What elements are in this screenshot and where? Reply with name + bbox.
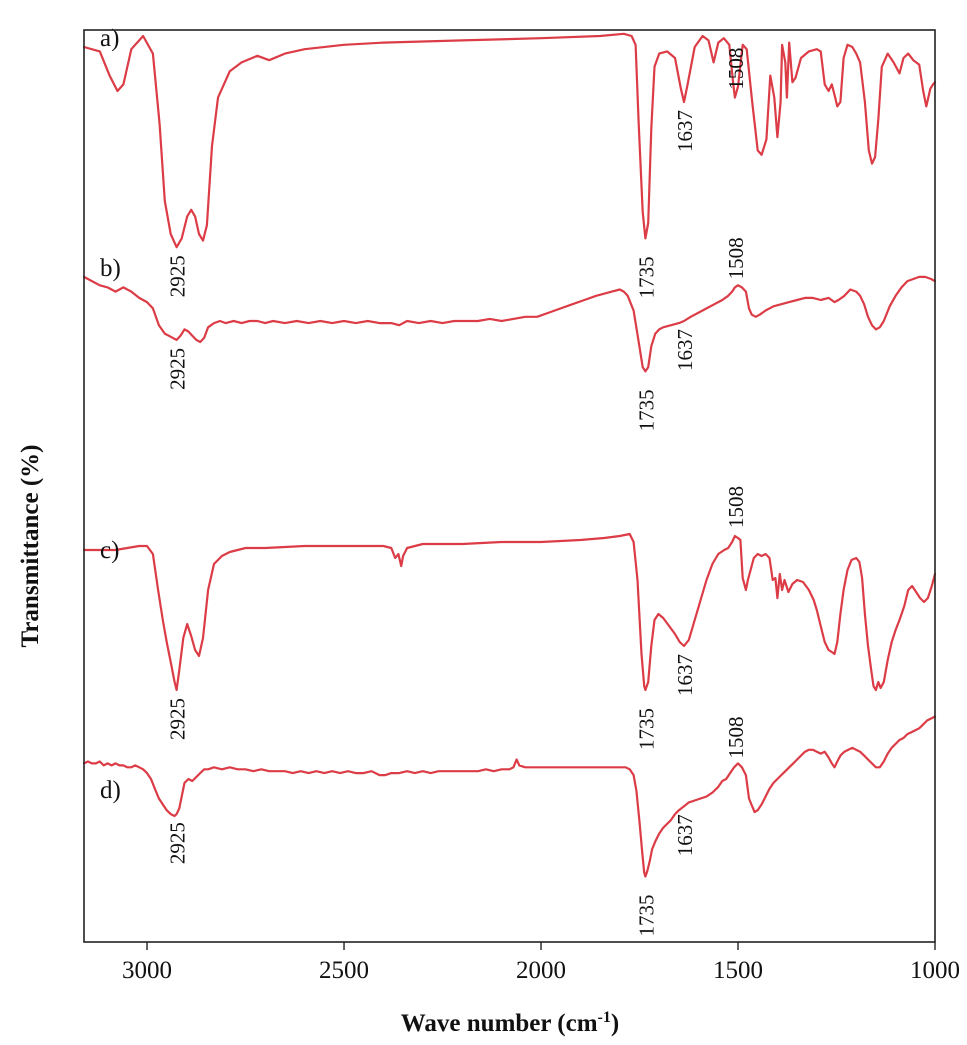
y-axis-title: Transmittance (%) [17,445,44,648]
x-tick-label-1500: 1500 [713,957,763,984]
panel-label-1: a) [100,25,119,52]
annotation-layer: a) 2925 1735 1637 1508 b) 2925 1735 1637 1508 c) 29… [100,25,748,937]
x-tick-label-3000: 3000 [122,957,172,984]
peak-label-2-2925: 2925 [166,348,190,390]
peak-label-4-1508: 1508 [724,717,748,759]
peak-label-4-1735: 1735 [634,895,658,937]
x-axis-title-end: ) [611,1010,619,1037]
peak-label-4-2925: 2925 [166,822,190,864]
peak-label-4-1637: 1637 [673,814,697,856]
x-tick-label-2000: 2000 [516,957,566,984]
peak-label-3-2925: 2925 [166,698,190,740]
spectra-layer [82,32,937,878]
x-axis-title: Wave number (cm-1) [401,1009,619,1037]
panel-label-3: c) [100,537,119,564]
peak-label-1-1508: 1508 [724,48,748,90]
spectrum-line-3 [82,532,937,692]
peak-label-1-1735: 1735 [634,256,658,298]
plot-frame [83,29,936,943]
peak-label-2-1508: 1508 [724,237,748,279]
peak-label-2-1735: 1735 [634,389,658,431]
panel-label-4: d) [100,777,121,804]
x-axis: 3000 2500 2000 1500 1000 [122,942,960,984]
spectrum-line-2 [82,275,937,373]
peak-label-3-1508: 1508 [724,486,748,528]
x-tick-label-1000: 1000 [910,957,960,984]
x-axis-title-superscript: -1 [598,1009,611,1026]
peak-label-1-2925: 2925 [166,255,190,297]
x-tick-label-2500: 2500 [319,957,369,984]
spectrum-line-4 [82,715,937,878]
spectrum-line-1 [82,32,937,249]
x-axis-title-main: Wave number (cm [401,1010,598,1037]
peak-label-3-1637: 1637 [673,654,697,696]
peak-label-3-1735: 1735 [634,708,658,750]
peak-label-1-1637: 1637 [673,110,697,152]
panel-label-2: b) [100,255,121,282]
peak-label-2-1637: 1637 [673,329,697,371]
